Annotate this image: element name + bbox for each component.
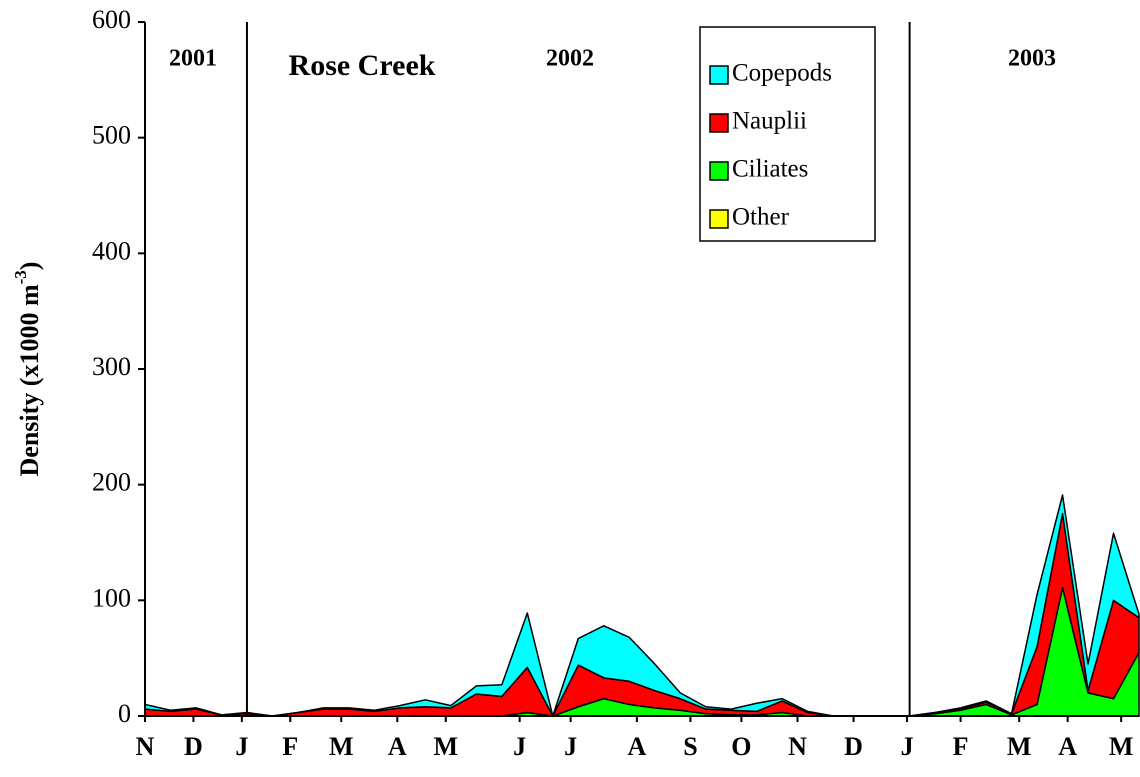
x-tick-label: A: [388, 732, 407, 761]
annotation: Rose Creek: [289, 49, 436, 82]
x-tick-label: M: [433, 732, 458, 761]
area: [144, 494, 1140, 717]
x-tick-label: M: [1109, 732, 1134, 761]
legend-swatch: [709, 113, 729, 133]
x-tick-label: F: [282, 732, 298, 761]
x-tick-label: F: [953, 732, 969, 761]
x-tick-label: J: [235, 732, 248, 761]
x-tick-label: O: [731, 732, 751, 761]
x-tick-label: N: [136, 732, 155, 761]
x-tick-label: M: [329, 732, 354, 761]
legend-swatch: [709, 161, 729, 181]
x-tick-label: A: [628, 732, 647, 761]
legend-box: [699, 26, 876, 242]
legend-swatch: [709, 209, 729, 229]
y-title-suffix: ): [15, 262, 44, 271]
legend-label: Copepods: [732, 60, 832, 87]
legend-label: Ciliates: [732, 156, 808, 183]
x-tick-label: M: [1007, 732, 1032, 761]
x-tick-label: J: [564, 732, 577, 761]
y-tick-label: 0: [118, 699, 131, 728]
y-tick-label: 600: [92, 5, 131, 34]
y-title-text: Density (x1000 m: [15, 284, 44, 476]
y-tick-label: 400: [92, 236, 131, 265]
annotation: 2002: [546, 46, 594, 72]
legend-label: Nauplii: [732, 108, 807, 135]
x-tick-label: A: [1058, 732, 1077, 761]
y-tick-label: 100: [92, 583, 131, 612]
annotation: 2001: [169, 46, 217, 72]
x-tick-label: D: [184, 732, 203, 761]
x-tick-label: D: [844, 732, 863, 761]
x-tick-label: J: [513, 732, 526, 761]
legend-label: Other: [732, 204, 790, 231]
y-tick-label: 200: [92, 468, 131, 497]
legend-swatch: [709, 65, 729, 85]
x-tick-label: N: [788, 732, 807, 761]
x-tick-label: J: [901, 732, 914, 761]
annotation: 2003: [1008, 46, 1056, 72]
y-tick-label: 300: [92, 352, 131, 381]
y-tick-label: 500: [92, 121, 131, 150]
y-axis-title: Density (x1000 m-3): [11, 262, 44, 477]
y-title-sup: -3: [11, 270, 30, 284]
x-tick-label: S: [683, 732, 697, 761]
